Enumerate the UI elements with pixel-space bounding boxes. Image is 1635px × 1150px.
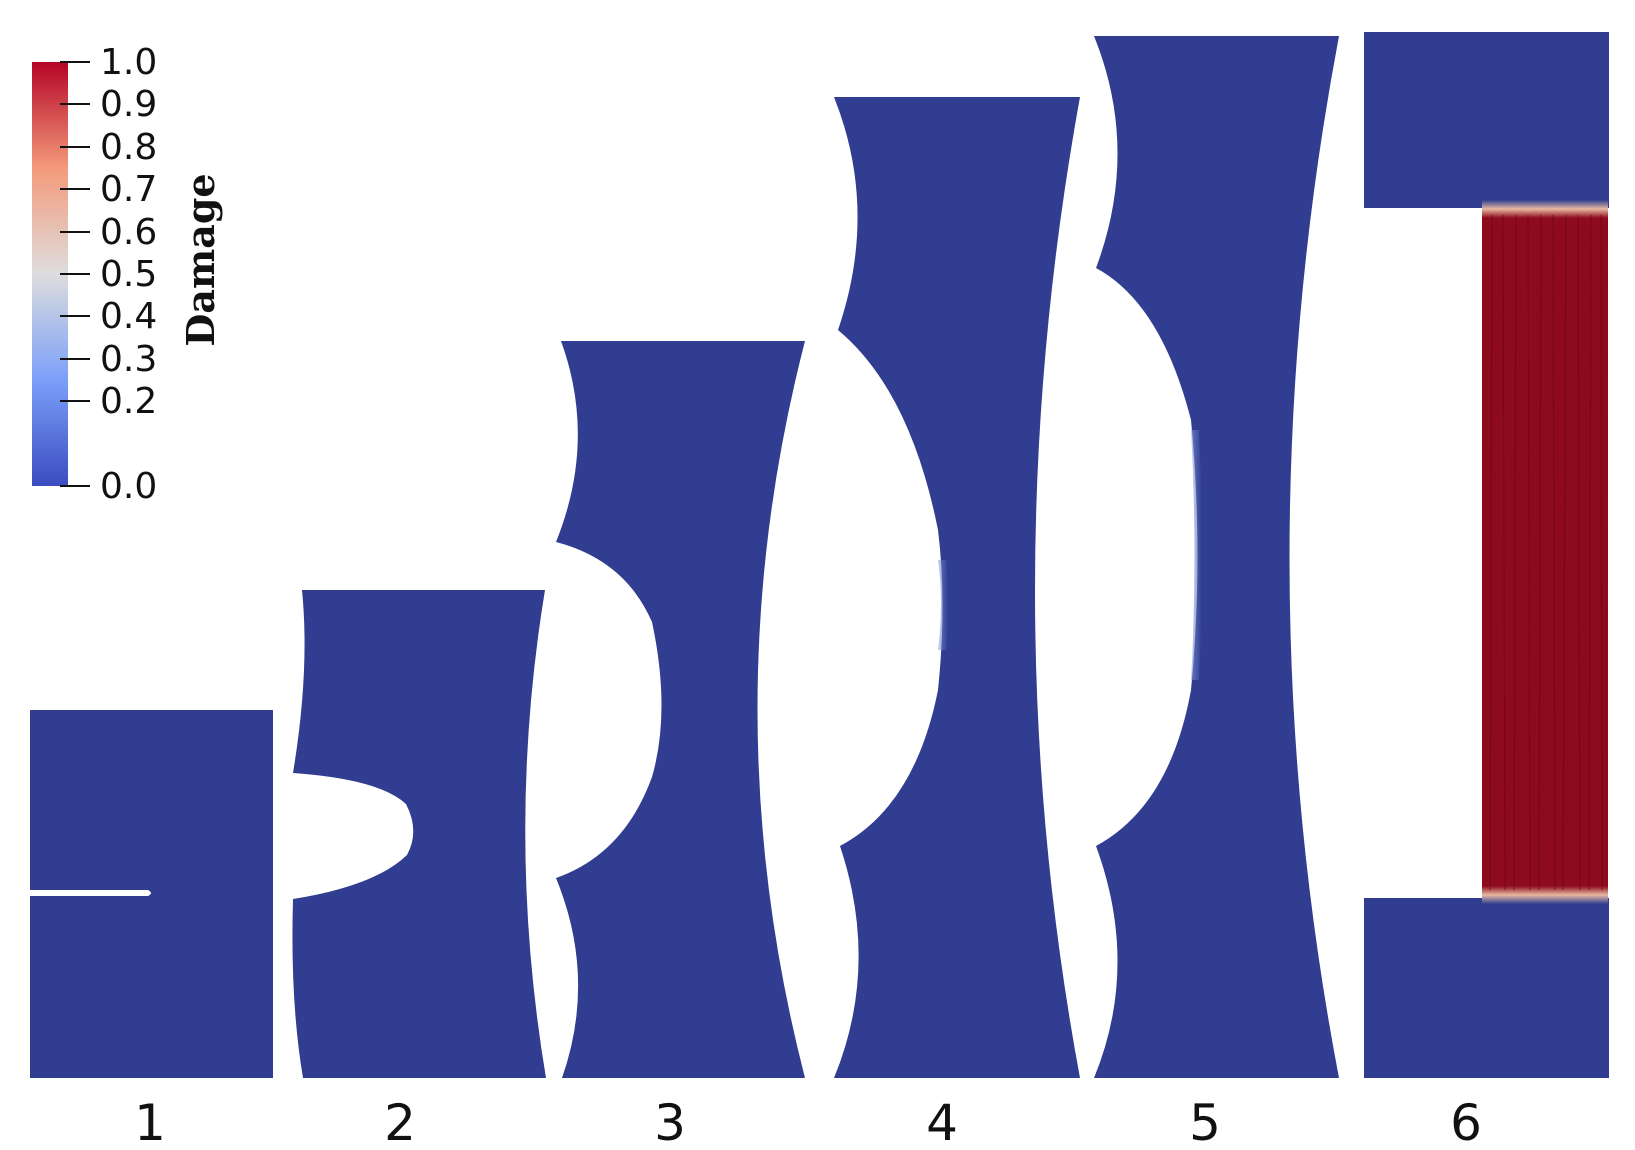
colorbar-ticks xyxy=(60,61,90,487)
specimen-stage-1 xyxy=(30,710,273,1078)
specimen-stage-4 xyxy=(834,97,1080,1078)
colorbar-tick-label: 0.0 xyxy=(100,466,157,507)
stage-label: 2 xyxy=(384,1094,416,1150)
damage-streaks xyxy=(1489,214,1603,891)
specimen-stage-6 xyxy=(1364,32,1609,1078)
colorbar-tick-label: 0.9 xyxy=(100,84,157,125)
colorbar-tick-label: 0.4 xyxy=(100,296,157,337)
stage-label: 4 xyxy=(926,1094,958,1150)
specimen-stage-3 xyxy=(556,341,805,1078)
colorbar: 1.0 0.9 0.8 0.7 0.6 0.5 0.4 0.3 0.2 0.0 … xyxy=(32,42,223,507)
crack-front-top xyxy=(1482,200,1608,218)
crack-front-bottom xyxy=(1482,886,1608,904)
colorbar-title: Damage xyxy=(178,173,223,346)
upper-grip xyxy=(1364,32,1609,208)
colorbar-tick-label: 0.7 xyxy=(100,169,157,210)
colorbar-tick-label: 0.6 xyxy=(100,212,157,253)
specimen-stage-5 xyxy=(1094,36,1339,1078)
colorbar-tick-label: 0.2 xyxy=(100,381,157,422)
stage-label: 5 xyxy=(1189,1094,1221,1150)
stage-label: 3 xyxy=(654,1094,686,1150)
colorbar-tick-label: 0.3 xyxy=(100,339,157,380)
colorbar-tick-label: 0.5 xyxy=(100,254,157,295)
stage-label: 1 xyxy=(134,1094,166,1150)
colorbar-tick-label: 0.8 xyxy=(100,127,157,168)
colorbar-tick-label: 1.0 xyxy=(100,42,157,83)
lower-grip xyxy=(1364,898,1609,1078)
specimen-stage-2 xyxy=(292,590,546,1078)
stage-label: 6 xyxy=(1450,1094,1482,1150)
